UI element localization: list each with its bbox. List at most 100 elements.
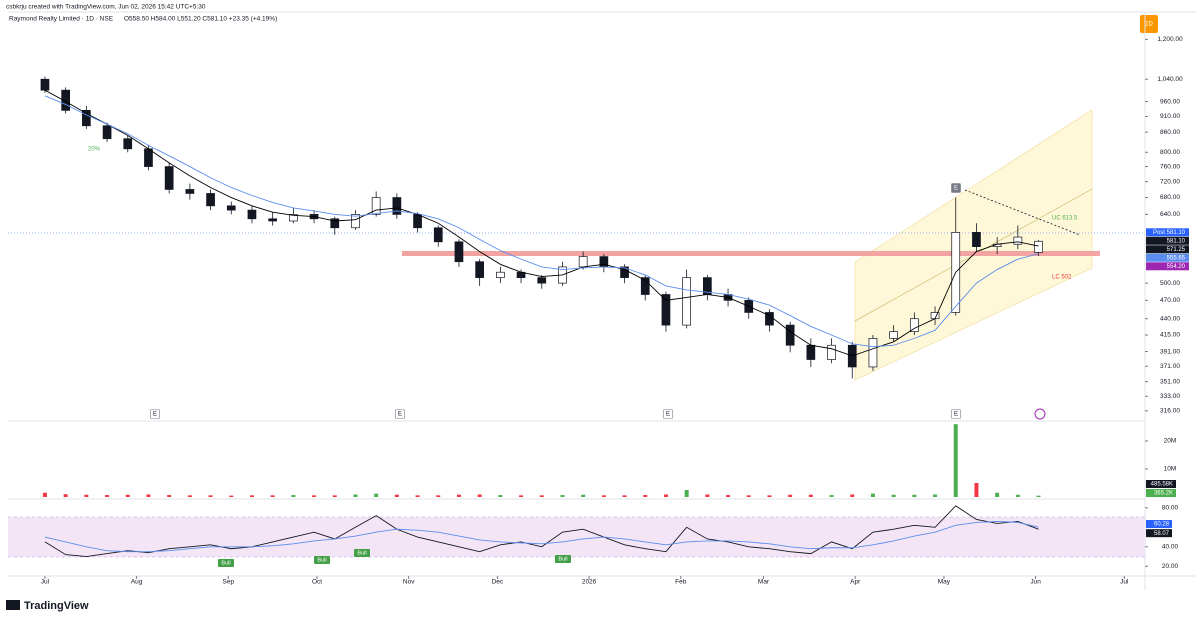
volume-bar [808,494,813,497]
volume-bar [643,495,648,497]
price-tag [1146,253,1189,262]
y-tick-label: 415.00 [1160,332,1180,339]
y-tick-label: 333.00 [1160,393,1180,400]
candle-body [40,78,50,91]
y-tick-label: 760.00 [1160,163,1180,170]
y-tick-label: 500.00 [1160,280,1180,287]
volume-bar [1036,495,1041,497]
volume-bar [912,494,917,497]
annotation: 20% [88,147,101,153]
candle-body [371,197,381,215]
volume-bar [622,495,627,497]
earnings-marker [150,409,160,419]
volume-bar [105,495,110,497]
candle-body [682,277,692,326]
volume-bar [684,489,689,497]
candle-body [413,214,422,229]
candle-body [475,261,485,278]
volume-bar [539,495,544,497]
volume-bar [519,495,524,497]
volume-bar [84,494,89,497]
price-tag [1146,236,1189,245]
candle-body [206,193,215,207]
earnings-marker [951,409,961,419]
y-tick-label: 860.00 [1160,129,1180,136]
candle-body [144,148,153,167]
candle-body [806,344,816,360]
y-tick-label: 20M [1164,438,1177,445]
volume-bar [187,495,192,497]
volume-bar [456,494,461,497]
volume-bar [353,494,358,497]
volume-bar [167,495,172,497]
candle-body [268,218,278,222]
x-tick-label: May [938,579,951,586]
candle-body [640,277,650,295]
line [44,95,1039,348]
x-tick-label: 2026 [582,579,597,586]
candle-body [351,214,360,229]
candle-body [185,189,195,194]
y-tick-label: 10M [1164,466,1177,473]
line [44,89,1039,357]
y-tick-label: 440.00 [1160,315,1180,322]
y-tick-label: 960.00 [1160,98,1180,105]
volume-tag-label: 485.58K [1151,482,1173,488]
volume-bar [788,494,793,497]
price-tag-label: 555.65 [1167,255,1186,261]
x-tick-label: Jun [1030,579,1041,586]
y-tick-label: 680.00 [1160,194,1180,201]
ohlc: O558.50 H584.00 L551.20 C581.10 +23.35 (… [124,16,277,23]
signal-label: Bull [357,550,366,556]
y-tick-label: 20.00 [1162,563,1179,570]
candle-body [454,241,464,263]
annotation: LC 502 [1052,275,1072,281]
event-icon [1034,408,1046,420]
y-tick-label: 80.00 [1162,505,1179,512]
signal-marker [354,549,370,557]
earnings-label: E [666,412,670,418]
candle-body [537,277,547,284]
volume-bar [229,495,234,497]
signal-label: Bull [558,556,567,562]
x-tick-label: Feb [675,579,687,586]
rsi-tag-label: 60.28 [1154,522,1170,528]
candle-body [972,232,981,247]
volume-bar [705,494,710,497]
volume-bar [415,495,420,497]
price-tag [1146,245,1189,254]
candle-body [82,110,91,127]
x-tick-label: Jul [1120,579,1129,586]
y-tick-label: 470.00 [1160,297,1180,304]
volume-bar [581,494,586,497]
volume-bar [850,494,855,497]
y-tick-label: 1,040.00 [1157,76,1183,83]
candle-body [247,209,257,220]
volume-bar [312,495,317,497]
candle-body [1013,236,1023,245]
line [44,520,1039,553]
volume-bar [974,482,979,497]
candle-body [1034,240,1043,253]
volume-bar [394,494,399,497]
volume-bar [436,495,441,497]
symbol: Raymond Realty Limited · 1D · NSE [9,16,114,23]
candle-body [433,227,443,243]
y-tick-label: 910.00 [1160,113,1180,120]
volume-bar [332,495,337,497]
price-tag-label: 571.25 [1167,247,1186,253]
earnings-marker [951,183,961,193]
volume-bar [726,495,731,497]
candle-body [496,271,505,278]
y-tick-label: 640.00 [1160,211,1180,218]
candle-body [827,344,836,360]
annotation: UC 613.5 [1052,216,1078,222]
x-tick-label: Nov [403,579,415,586]
trend-line [964,189,1081,236]
rsi-tag [1146,529,1172,538]
y-tick-label: 800.00 [1160,149,1180,156]
rsi-tag-label: 58.07 [1154,531,1170,537]
volume-bar [146,494,151,497]
volume-bar [829,495,834,497]
volume-bar [208,495,213,497]
